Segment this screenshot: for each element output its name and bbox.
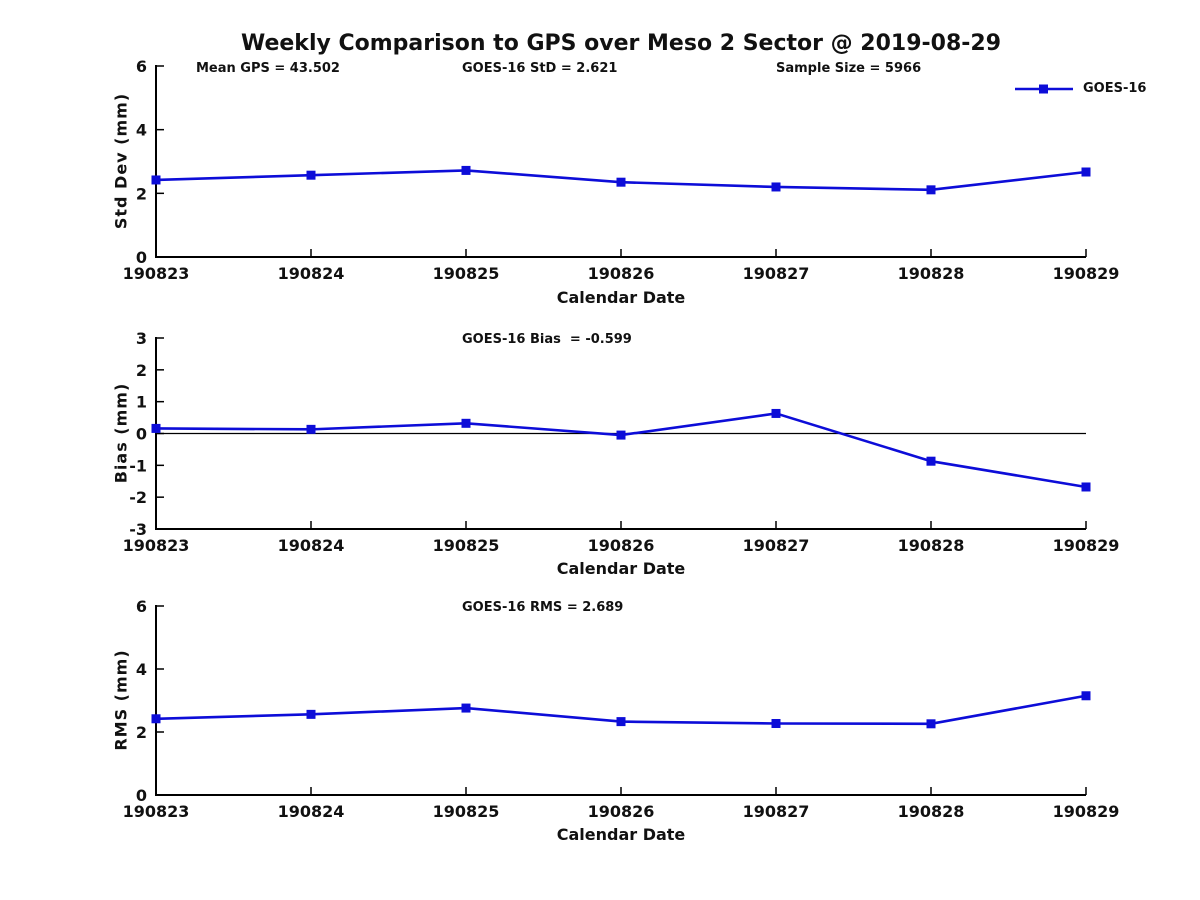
std-dev-y-tick-label: 6: [136, 57, 147, 76]
rms-x-tick-label: 190823: [123, 802, 190, 821]
std-dev-x-tick-label: 190829: [1053, 264, 1120, 283]
std-dev-data-marker: [616, 177, 626, 187]
page-title: Weekly Comparison to GPS over Meso 2 Sec…: [240, 31, 1002, 56]
bias-data-marker: [461, 418, 471, 428]
bias-data-marker: [926, 456, 936, 466]
x-axis-label-bias: Calendar Date: [556, 559, 686, 578]
legend-marker-icon: [1015, 84, 1073, 93]
annotation-goes16-bias: GOES-16 Bias = -0.599: [462, 332, 632, 347]
rms-data-marker: [616, 717, 626, 727]
std-dev-data-marker: [1081, 167, 1091, 177]
bias-y-tick-label: -3: [129, 520, 147, 539]
bias-y-tick-label: -2: [129, 488, 147, 507]
std-dev-data-marker: [461, 165, 471, 175]
bias-x-tick-label: 190824: [278, 536, 345, 555]
bias-y-tick-label: 0: [136, 425, 147, 444]
annotation-mean-gps: Mean GPS = 43.502: [196, 61, 340, 76]
bias-y-tick-label: 1: [136, 393, 147, 412]
legend-label: GOES-16: [1083, 81, 1147, 96]
rms-x-tick-label: 190827: [743, 802, 810, 821]
rms-y-tick-label: 2: [136, 723, 147, 742]
rms-x-tick-label: 190825: [433, 802, 500, 821]
std-dev-x-tick-label: 190824: [278, 264, 345, 283]
x-axis-label-rms: Calendar Date: [556, 825, 686, 844]
rms-y-tick-label: 4: [136, 660, 147, 679]
std-dev-data-marker: [771, 182, 781, 192]
rms-data-marker: [771, 718, 781, 728]
bias-y-tick-label: 2: [136, 361, 147, 380]
std-dev-data-marker: [926, 185, 936, 195]
rms-x-tick-label: 190826: [588, 802, 655, 821]
rms-y-tick-label: 6: [136, 597, 147, 616]
bias-y-tick-label: -1: [129, 456, 147, 475]
std-dev-x-tick-label: 190828: [898, 264, 965, 283]
annotation-goes16-std: GOES-16 StD = 2.621: [462, 61, 618, 76]
bias-x-tick-label: 190823: [123, 536, 190, 555]
std-dev-x-tick-label: 190827: [743, 264, 810, 283]
std-dev-y-tick-label: 4: [136, 121, 147, 140]
rms-data-marker: [306, 709, 316, 719]
bias-x-tick-label: 190828: [898, 536, 965, 555]
bias-x-tick-label: 190825: [433, 536, 500, 555]
bias-data-marker: [771, 408, 781, 418]
rms-data-marker: [1081, 691, 1091, 701]
bias-data-marker: [616, 430, 626, 440]
legend-square-marker: [1039, 84, 1048, 93]
rms-y-tick-label: 0: [136, 786, 147, 805]
std-dev-data-marker: [306, 170, 316, 180]
bias-x-tick-label: 190829: [1053, 536, 1120, 555]
annotation-goes16-rms: GOES-16 RMS = 2.689: [462, 600, 624, 615]
rms-x-tick-label: 190828: [898, 802, 965, 821]
bias-series-line: [155, 412, 1087, 489]
bias-data-marker: [306, 424, 316, 434]
rms-data-marker: [926, 719, 936, 729]
std-dev-y-tick-label: 0: [136, 248, 147, 267]
rms-x-tick-label: 190829: [1053, 802, 1120, 821]
rms-x-tick-label: 190824: [278, 802, 345, 821]
bias-data-marker: [1081, 482, 1091, 492]
bias-x-tick-label: 190827: [743, 536, 810, 555]
rms-data-marker: [151, 714, 161, 724]
std-dev-x-tick-label: 190823: [123, 264, 190, 283]
legend: GOES-16: [1014, 81, 1146, 96]
bias-x-tick-label: 190826: [588, 536, 655, 555]
bias-y-tick-label: 3: [136, 329, 147, 348]
rms-data-marker: [461, 703, 471, 713]
std-dev-x-tick-label: 190825: [433, 264, 500, 283]
std-dev-y-tick-label: 2: [136, 184, 147, 203]
annotation-sample-size: Sample Size = 5966: [776, 61, 922, 76]
bias-data-marker: [151, 423, 161, 433]
std-dev-x-tick-label: 190826: [588, 264, 655, 283]
x-axis-label-stddev: Calendar Date: [556, 288, 686, 307]
std-dev-data-marker: [151, 175, 161, 185]
